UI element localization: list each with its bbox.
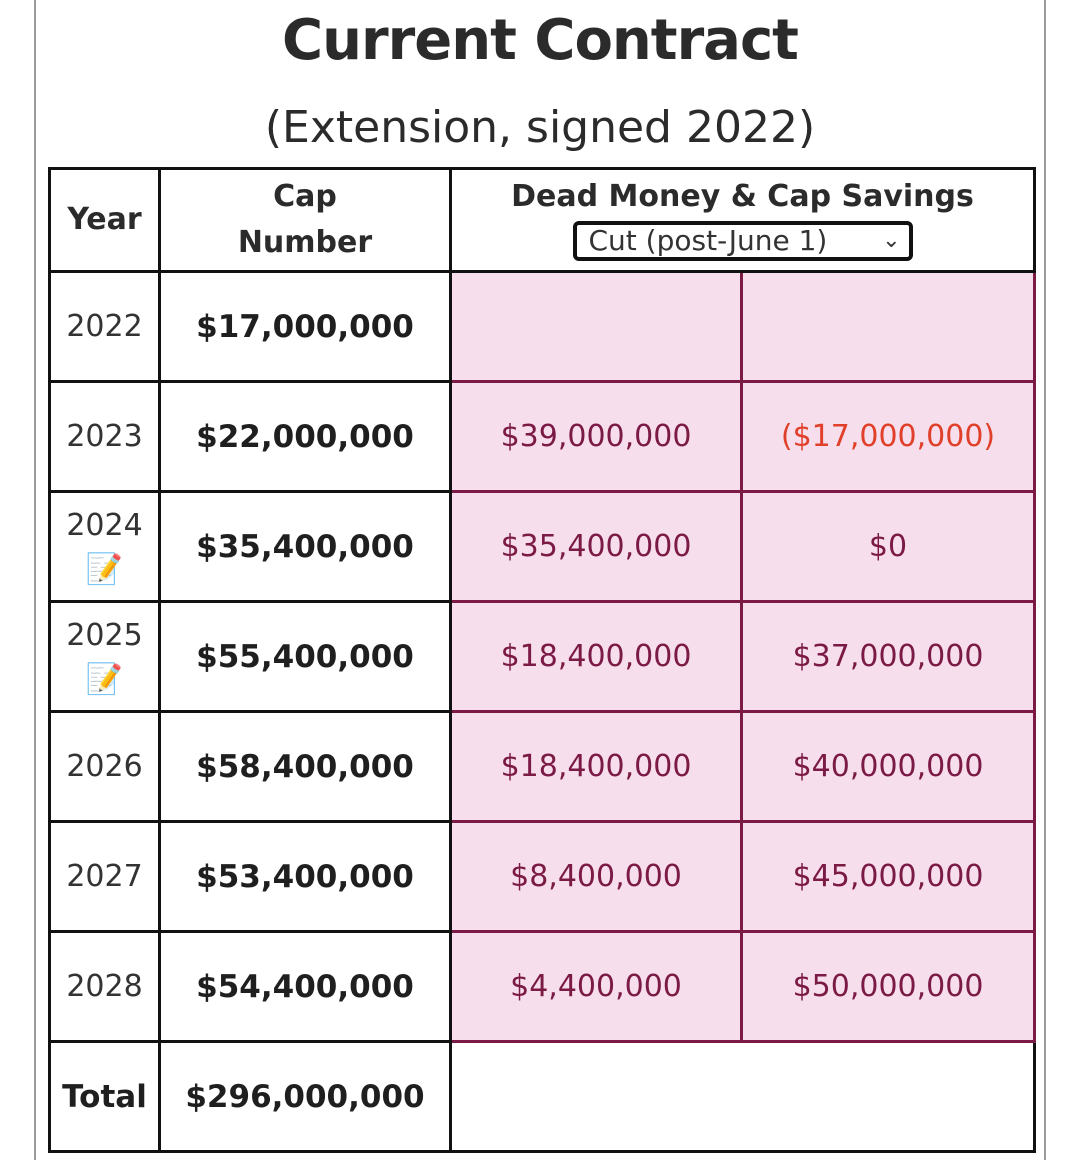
cap-savings-cell: $40,000,000 xyxy=(740,710,1036,823)
dead-money-cell: $18,400,000 xyxy=(449,710,743,823)
year-label: 2024 xyxy=(66,507,143,543)
header-year: Year xyxy=(48,167,161,273)
table-row: 2025 📝 $55,400,000 $18,400,000 $37,000,0… xyxy=(48,600,1036,713)
header-cap-number: Cap Number xyxy=(158,167,452,273)
year-cell: 2024 📝 xyxy=(48,490,161,603)
table-row: 2027 $53,400,000 $8,400,000 $45,000,000 xyxy=(48,820,1036,933)
cap-savings-cell: $0 xyxy=(740,490,1036,603)
table-row: 2022 $17,000,000 xyxy=(48,270,1036,383)
cap-savings-cell: ($17,000,000) xyxy=(740,380,1036,493)
cap-number-cell: $53,400,000 xyxy=(158,820,452,933)
year-label: 2025 xyxy=(66,617,143,653)
total-cap-number: $296,000,000 xyxy=(158,1040,452,1153)
cap-number-cell: $35,400,000 xyxy=(158,490,452,603)
scenario-dropdown[interactable]: Cut (post-June 1) ⌄ xyxy=(572,220,913,261)
table-header-row: Year Cap Number Dead Money & Cap Savings… xyxy=(48,167,1036,273)
table-row: 2023 $22,000,000 $39,000,000 ($17,000,00… xyxy=(48,380,1036,493)
year-cell: 2023 xyxy=(48,380,161,493)
dead-money-cell: $18,400,000 xyxy=(449,600,743,713)
cap-number-cell: $58,400,000 xyxy=(158,710,452,823)
scenario-dropdown-value: Cut (post-June 1) xyxy=(588,223,828,257)
total-empty-cell xyxy=(449,1040,1036,1153)
table-row: 2026 $58,400,000 $18,400,000 $40,000,000 xyxy=(48,710,1036,823)
cap-savings-cell: $45,000,000 xyxy=(740,820,1036,933)
total-row: Total $296,000,000 xyxy=(48,1040,1036,1153)
cap-savings-cell: $50,000,000 xyxy=(740,930,1036,1043)
header-dead-money: Dead Money & Cap Savings Cut (post-June … xyxy=(449,167,1036,273)
dead-money-cell xyxy=(449,270,743,383)
year-cell: 2025 📝 xyxy=(48,600,161,713)
page-subtitle: (Extension, signed 2022) xyxy=(264,102,816,153)
cap-number-cell: $22,000,000 xyxy=(158,380,452,493)
header-dead-money-label: Dead Money & Cap Savings xyxy=(511,178,974,214)
total-label: Total xyxy=(48,1040,161,1153)
memo-icon[interactable]: 📝 xyxy=(85,661,124,697)
header-cap-line2: Number xyxy=(237,225,373,260)
table-row: 2024 📝 $35,400,000 $35,400,000 $0 xyxy=(48,490,1036,603)
dead-money-cell: $39,000,000 xyxy=(449,380,743,493)
table-row: 2028 $54,400,000 $4,400,000 $50,000,000 xyxy=(48,930,1036,1043)
year-cell: 2022 xyxy=(48,270,161,383)
header-cap-line1: Cap xyxy=(273,179,337,214)
year-cell: 2026 xyxy=(48,710,161,823)
dead-money-cell: $35,400,000 xyxy=(449,490,743,603)
cap-savings-cell xyxy=(740,270,1036,383)
dead-money-cell: $8,400,000 xyxy=(449,820,743,933)
cap-number-cell: $54,400,000 xyxy=(158,930,452,1043)
cap-number-cell: $17,000,000 xyxy=(158,270,452,383)
page-title: Current Contract xyxy=(282,8,799,73)
year-cell: 2027 xyxy=(48,820,161,933)
cap-savings-cell: $37,000,000 xyxy=(740,600,1036,713)
memo-icon[interactable]: 📝 xyxy=(85,551,124,587)
cap-number-cell: $55,400,000 xyxy=(158,600,452,713)
chevron-down-icon: ⌄ xyxy=(882,227,901,253)
contract-table: Year Cap Number Dead Money & Cap Savings… xyxy=(48,167,1036,1153)
year-cell: 2028 xyxy=(48,930,161,1043)
frame-border-right xyxy=(1044,0,1046,1160)
dead-money-cell: $4,400,000 xyxy=(449,930,743,1043)
frame-border-left xyxy=(34,0,36,1160)
